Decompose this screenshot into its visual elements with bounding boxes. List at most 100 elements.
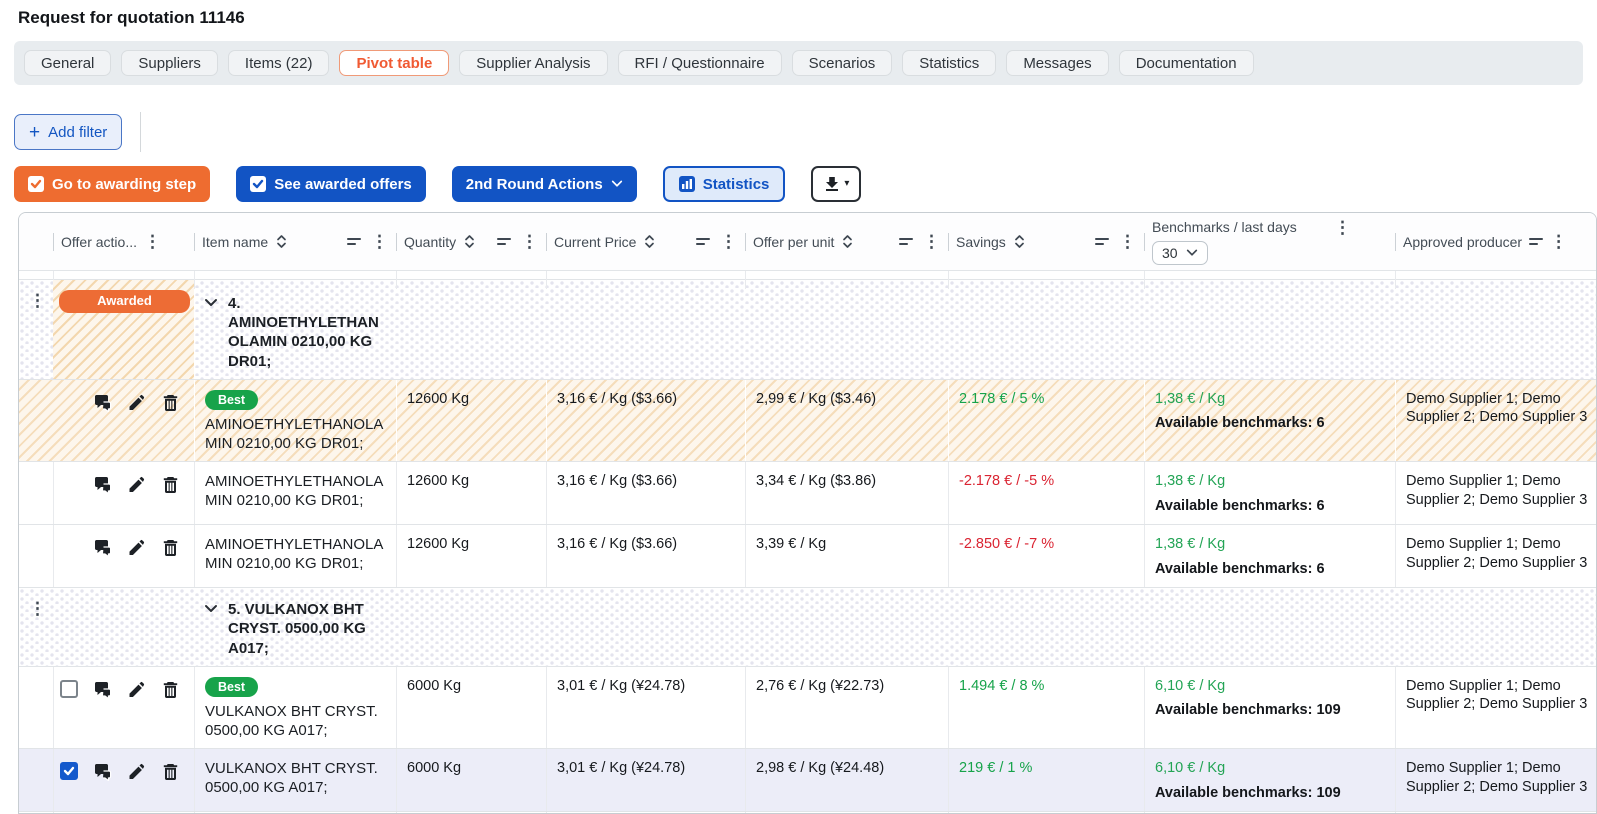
- tab-messages[interactable]: Messages: [1006, 50, 1109, 76]
- column-menu-icon[interactable]: ⋮: [1119, 232, 1136, 251]
- filter-icon[interactable]: [1095, 238, 1109, 245]
- item-name: VULKANOX BHT CRYST. 0500,00 KG A017;: [205, 760, 378, 797]
- tab-general[interactable]: General: [24, 50, 112, 76]
- tab-statistics[interactable]: Statistics: [902, 50, 997, 76]
- current-price-value: 3,01 € / Kg (¥24.78): [546, 666, 745, 749]
- comment-icon[interactable]: [93, 762, 112, 782]
- filter-icon[interactable]: [899, 238, 913, 245]
- delete-icon[interactable]: [161, 538, 180, 557]
- go-to-awarding-step-button[interactable]: Go to awarding step: [14, 166, 211, 202]
- delete-icon[interactable]: [161, 475, 180, 494]
- column-menu-icon[interactable]: ⋮: [521, 232, 538, 251]
- export-button[interactable]: ▾: [811, 166, 862, 202]
- edit-icon[interactable]: [127, 393, 146, 412]
- column-menu-icon[interactable]: ⋮: [144, 232, 161, 251]
- current-price-value: 3,16 € / Kg ($3.66): [546, 525, 745, 588]
- column-menu-icon[interactable]: ⋮: [720, 232, 737, 251]
- savings-value: 219 € / 1 %: [948, 749, 1144, 812]
- sort-icon[interactable]: [1013, 234, 1026, 249]
- row-checkbox[interactable]: [60, 679, 78, 698]
- approved-producer-value: Demo Supplier 1; Demo Supplier 2; Demo S…: [1395, 666, 1596, 749]
- benchmark-days-select[interactable]: 30: [1152, 240, 1208, 265]
- edit-icon[interactable]: [127, 762, 146, 781]
- caret-down-icon: ▾: [844, 178, 850, 189]
- checkbox-check-icon: [250, 176, 267, 192]
- offer-row: Best VULKANOX BHT CRYST. 0500,00 KG A017…: [19, 665, 1596, 749]
- offer-per-unit-label: Offer per unit: [753, 233, 835, 250]
- filter-icon[interactable]: [1529, 238, 1544, 245]
- tab-pivot-table[interactable]: Pivot table: [339, 50, 450, 76]
- sort-icon[interactable]: [643, 234, 656, 249]
- bar-chart-icon: [678, 176, 695, 192]
- filter-icon[interactable]: [497, 238, 511, 245]
- savings-label: Savings: [956, 233, 1006, 250]
- row-menu-icon[interactable]: ⋮: [29, 291, 46, 310]
- delete-icon[interactable]: [161, 680, 180, 699]
- comment-icon[interactable]: [93, 680, 112, 699]
- delete-icon[interactable]: [161, 762, 180, 781]
- table-body: ⋮ Awarded 4. AMINOETHYLETHANOLAMIN 0210,…: [19, 271, 1596, 813]
- sort-icon[interactable]: [275, 234, 288, 249]
- see-awarded-offers-button[interactable]: See awarded offers: [236, 166, 426, 202]
- delete-icon[interactable]: [161, 393, 180, 412]
- statistics-label: Statistics: [702, 175, 770, 193]
- item-name: VULKANOX BHT CRYST. 0500,00 KG A017;: [205, 702, 378, 739]
- chevron-down-icon[interactable]: [204, 296, 218, 310]
- tab-suppliers[interactable]: Suppliers: [121, 50, 218, 76]
- savings-value: 2.178 € / 5 %: [948, 379, 1144, 462]
- savings-value: -2.178 € / -5 %: [948, 462, 1144, 525]
- approved-producer-value: Demo Supplier 1; Demo Supplier 2; Demo S…: [1395, 749, 1596, 812]
- comment-icon[interactable]: [93, 475, 112, 495]
- edit-icon[interactable]: [127, 475, 146, 494]
- pivot-table: Offer actio... ⋮ Item name ⋮ Quantity ⋮ …: [18, 212, 1597, 814]
- column-header-benchmarks: Benchmarks / last days ⋮ 30: [1144, 213, 1395, 270]
- column-header-approved-producer: Approved producer ⋮: [1395, 213, 1596, 270]
- savings-value: 1.494 € / 8 %: [948, 666, 1144, 749]
- column-header-current-price: Current Price ⋮: [546, 213, 745, 270]
- add-filter-button[interactable]: + Add filter: [14, 114, 123, 150]
- column-menu-icon[interactable]: ⋮: [1334, 217, 1351, 237]
- filter-icon[interactable]: [696, 238, 710, 245]
- row-menu-icon[interactable]: ⋮: [29, 599, 46, 619]
- current-price-label: Current Price: [554, 233, 637, 250]
- edit-icon[interactable]: [127, 680, 146, 699]
- comment-icon[interactable]: [93, 393, 112, 412]
- offer-actions-label: Offer actio...: [61, 233, 137, 250]
- group-item-title: 5. VULKANOX BHT CRYST. 0500,00 KG A017;: [228, 601, 366, 657]
- sort-icon[interactable]: [841, 234, 854, 249]
- benchmark-price: 6,10 € / Kg: [1155, 677, 1226, 694]
- benchmark-info: Available benchmarks: 109: [1155, 784, 1341, 801]
- benchmark-price: 1,38 € / Kg: [1155, 536, 1226, 553]
- comment-icon[interactable]: [93, 538, 112, 558]
- second-round-actions-button[interactable]: 2nd Round Actions: [451, 166, 637, 202]
- filter-icon[interactable]: [347, 238, 361, 245]
- row-checkbox[interactable]: [60, 762, 78, 781]
- offer-per-unit-value: 2,99 € / Kg ($3.46): [745, 379, 948, 462]
- add-filter-label: Add filter: [48, 123, 108, 141]
- tab-items[interactable]: Items (22): [227, 50, 330, 76]
- chevron-down-icon[interactable]: [204, 602, 218, 616]
- column-header-offer-per-unit: Offer per unit ⋮: [745, 213, 948, 270]
- savings-value: -2.850 € / -7 %: [948, 525, 1144, 588]
- statistics-button[interactable]: Statistics: [662, 166, 786, 202]
- quantity-value: 6000 Kg: [396, 812, 546, 813]
- item-name-label: Item name: [202, 233, 269, 250]
- savings-value: -1.485 € / -8 %: [948, 812, 1144, 813]
- tab-scenarios[interactable]: Scenarios: [791, 50, 893, 76]
- offer-row: AMINOETHYLETHANOLAMIN 0210,00 KG DR01; 1…: [19, 461, 1596, 525]
- tab-rfi-questionnaire[interactable]: RFI / Questionnaire: [617, 50, 782, 76]
- sort-icon[interactable]: [463, 234, 476, 249]
- tab-documentation[interactable]: Documentation: [1118, 50, 1254, 76]
- plus-icon: +: [29, 121, 41, 143]
- benchmarks-label: Benchmarks / last days: [1152, 219, 1297, 235]
- column-menu-icon[interactable]: ⋮: [923, 232, 940, 251]
- edit-icon[interactable]: [127, 538, 146, 557]
- item-name: AMINOETHYLETHANOLAMIN 0210,00 KG DR01;: [205, 473, 384, 510]
- column-menu-icon[interactable]: ⋮: [1550, 232, 1568, 251]
- tab-supplier-analysis[interactable]: Supplier Analysis: [459, 50, 608, 76]
- chevron-down-icon: [1186, 249, 1197, 256]
- column-menu-icon[interactable]: ⋮: [371, 232, 388, 251]
- offer-row: Best AMINOETHYLETHANOLAMIN 0210,00 KG DR…: [19, 378, 1596, 462]
- item-name: AMINOETHYLETHANOLAMIN 0210,00 KG DR01;: [205, 415, 384, 452]
- offer-per-unit-value: 3,26 € / Kg: [745, 812, 948, 813]
